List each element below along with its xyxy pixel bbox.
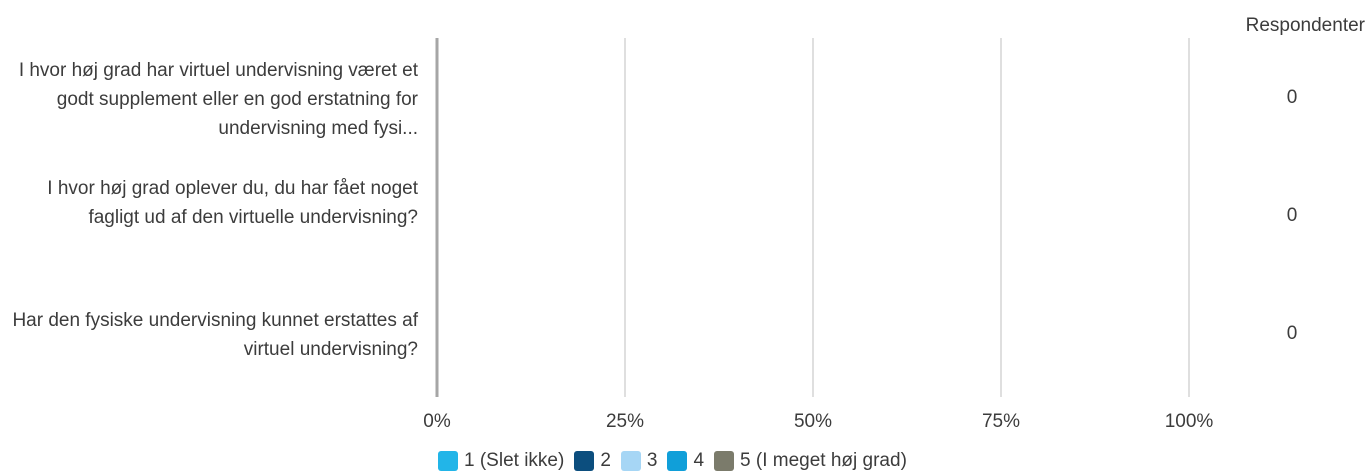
legend-item: 4 [667, 450, 704, 472]
legend-item: 1 (Slet ikke) [438, 450, 564, 472]
legend-label: 4 [693, 450, 705, 471]
legend-swatch [438, 451, 458, 471]
respondent-count: 0 [1286, 87, 1298, 108]
legend-swatch [667, 451, 688, 471]
legend-item: 5 (I meget høj grad) [714, 450, 907, 472]
respondent-count: 0 [1286, 205, 1298, 226]
legend-swatch [714, 451, 735, 471]
legend-item: 3 [620, 450, 658, 472]
x-tick-label: 100% [1165, 411, 1214, 432]
respondents-header: Respondenter [1245, 15, 1365, 36]
legend-label: 3 [646, 450, 658, 471]
legend-swatch [574, 451, 595, 471]
legend-label: 5 (I meget høj grad) [740, 450, 907, 471]
legend-label: 1 (Slet ikke) [464, 450, 565, 471]
legend-label: 2 [600, 450, 611, 471]
category-label: Har den fysiske undervisning kunnet erst… [12, 310, 418, 360]
legend-item: 2 [574, 450, 611, 472]
respondent-count: 0 [1286, 323, 1298, 344]
x-tick-label: 25% [606, 411, 644, 432]
legend-swatch [620, 451, 641, 471]
x-tick-label: 50% [794, 411, 832, 432]
category-label: I hvor høj grad oplever du, du har fået … [47, 178, 418, 228]
category-label: I hvor høj grad har virtuel undervisning… [18, 60, 418, 139]
x-tick-label: 0% [423, 411, 451, 432]
x-tick-label: 75% [982, 411, 1020, 432]
chart-legend: 1 (Slet ikke) 2 3 4 5 (I meget høj grad) [438, 450, 907, 472]
